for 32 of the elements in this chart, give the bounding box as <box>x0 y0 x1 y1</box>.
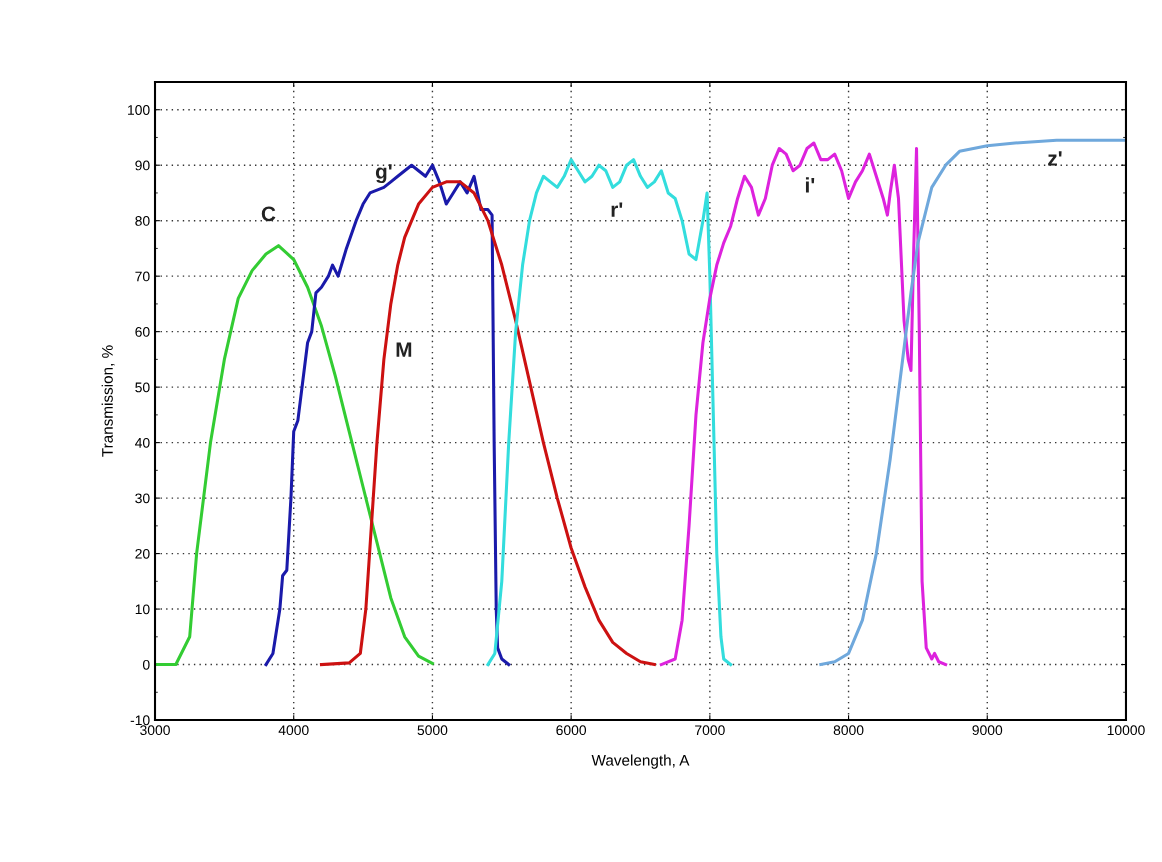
y-tick-label: 80 <box>135 216 150 226</box>
x-tick-label: 5000 <box>417 725 448 736</box>
y-tick-label: 60 <box>135 326 150 337</box>
series-label: r' <box>611 202 623 217</box>
y-tick-label: 30 <box>135 493 150 504</box>
y-tick-label: 70 <box>135 271 150 282</box>
series-label: g' <box>375 164 392 184</box>
series-label: M <box>396 342 412 357</box>
y-tick-label: 90 <box>135 160 150 171</box>
y-tick-label: 50 <box>135 382 150 393</box>
y-tick-label: 10 <box>135 604 150 615</box>
x-tick-label: 7000 <box>695 725 725 736</box>
series-label: C <box>261 206 276 222</box>
x-tick-label: 3000 <box>140 725 170 736</box>
x-tick-label: 6000 <box>556 725 587 736</box>
line-series <box>819 138 1126 667</box>
line-series <box>155 244 434 667</box>
x-tick-label: 4000 <box>278 725 309 736</box>
x-tick-label: 9000 <box>972 725 1003 736</box>
x-tick-label: 10000 <box>1107 725 1145 736</box>
y-axis-title: Transmission, % <box>101 345 115 457</box>
y-tick-label: 40 <box>135 437 150 448</box>
y-tick-label: 20 <box>135 548 150 559</box>
x-tick-label: 8000 <box>833 725 864 736</box>
x-axis-title: Wavelength, A <box>591 754 690 769</box>
series-label: z' <box>1048 151 1062 166</box>
line-series <box>486 158 733 667</box>
line-series <box>659 141 948 667</box>
y-tick-label: -10 <box>130 715 150 726</box>
y-tick-label: 100 <box>128 105 150 115</box>
y-tick-label: 0 <box>142 659 150 670</box>
series-label: i' <box>805 177 815 193</box>
